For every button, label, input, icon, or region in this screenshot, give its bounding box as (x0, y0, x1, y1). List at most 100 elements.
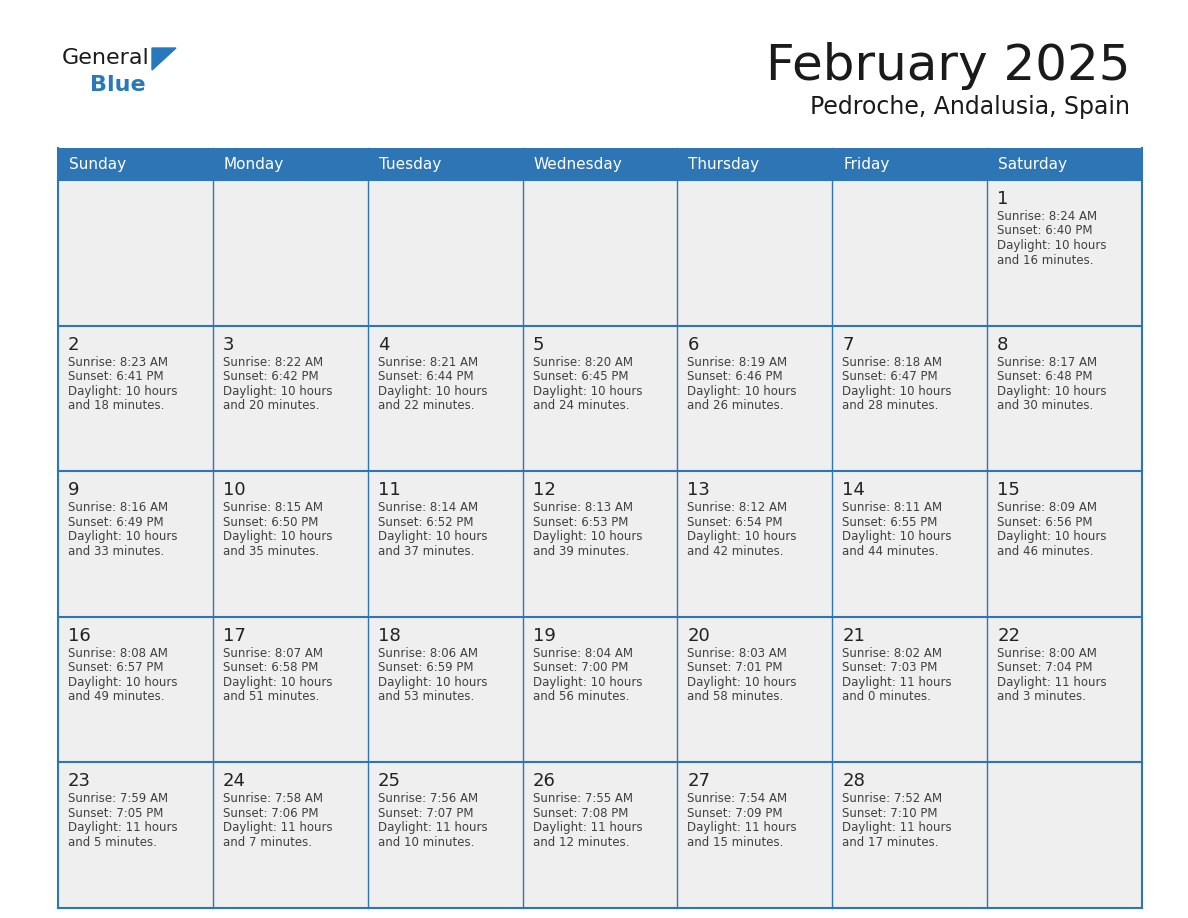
Text: Sunrise: 8:23 AM: Sunrise: 8:23 AM (68, 355, 168, 369)
Text: and 26 minutes.: and 26 minutes. (688, 399, 784, 412)
Text: 1: 1 (997, 190, 1009, 208)
Text: 26: 26 (532, 772, 556, 790)
Text: 14: 14 (842, 481, 865, 499)
Text: Sunset: 6:47 PM: Sunset: 6:47 PM (842, 370, 937, 383)
Text: and 16 minutes.: and 16 minutes. (997, 253, 1094, 266)
Text: 8: 8 (997, 336, 1009, 353)
Text: Sunset: 7:09 PM: Sunset: 7:09 PM (688, 807, 783, 820)
Text: Sunrise: 8:17 AM: Sunrise: 8:17 AM (997, 355, 1098, 369)
Text: Sunrise: 8:12 AM: Sunrise: 8:12 AM (688, 501, 788, 514)
Text: Sunset: 6:49 PM: Sunset: 6:49 PM (68, 516, 164, 529)
Text: and 24 minutes.: and 24 minutes. (532, 399, 630, 412)
Text: and 53 minutes.: and 53 minutes. (378, 690, 474, 703)
Text: Daylight: 11 hours: Daylight: 11 hours (532, 822, 643, 834)
Bar (833, 148, 987, 180)
Text: Sunrise: 7:52 AM: Sunrise: 7:52 AM (842, 792, 942, 805)
Bar (58, 471, 1142, 617)
Bar (213, 148, 368, 180)
Text: Sunrise: 8:03 AM: Sunrise: 8:03 AM (688, 647, 788, 660)
Text: 12: 12 (532, 481, 556, 499)
Polygon shape (152, 48, 176, 70)
Bar (368, 148, 523, 180)
Text: Sunset: 7:10 PM: Sunset: 7:10 PM (842, 807, 937, 820)
Text: and 39 minutes.: and 39 minutes. (532, 544, 628, 558)
Text: Daylight: 10 hours: Daylight: 10 hours (378, 531, 487, 543)
Text: 9: 9 (68, 481, 80, 499)
Text: Sunset: 6:50 PM: Sunset: 6:50 PM (223, 516, 318, 529)
Text: 20: 20 (688, 627, 710, 644)
Text: 23: 23 (68, 772, 91, 790)
Text: Sunrise: 7:56 AM: Sunrise: 7:56 AM (378, 792, 478, 805)
Text: Daylight: 10 hours: Daylight: 10 hours (688, 531, 797, 543)
Text: Daylight: 10 hours: Daylight: 10 hours (688, 676, 797, 688)
Text: 25: 25 (378, 772, 400, 790)
Text: Sunrise: 8:20 AM: Sunrise: 8:20 AM (532, 355, 632, 369)
Text: and 56 minutes.: and 56 minutes. (532, 690, 628, 703)
Text: and 49 minutes.: and 49 minutes. (68, 690, 164, 703)
Text: and 12 minutes.: and 12 minutes. (532, 836, 630, 849)
Bar (58, 763, 1142, 908)
Bar (58, 326, 1142, 471)
Text: Sunrise: 8:11 AM: Sunrise: 8:11 AM (842, 501, 942, 514)
Text: Sunset: 6:58 PM: Sunset: 6:58 PM (223, 661, 318, 675)
Text: Sunset: 6:45 PM: Sunset: 6:45 PM (532, 370, 628, 383)
Text: Sunrise: 7:58 AM: Sunrise: 7:58 AM (223, 792, 323, 805)
Text: Daylight: 10 hours: Daylight: 10 hours (997, 385, 1107, 397)
Text: Wednesday: Wednesday (533, 156, 623, 172)
Text: Sunset: 6:56 PM: Sunset: 6:56 PM (997, 516, 1093, 529)
Text: 22: 22 (997, 627, 1020, 644)
Text: Daylight: 10 hours: Daylight: 10 hours (68, 676, 177, 688)
Text: 19: 19 (532, 627, 556, 644)
Text: 24: 24 (223, 772, 246, 790)
Text: 16: 16 (68, 627, 90, 644)
Text: Sunset: 6:57 PM: Sunset: 6:57 PM (68, 661, 164, 675)
Text: 27: 27 (688, 772, 710, 790)
Text: Sunrise: 8:22 AM: Sunrise: 8:22 AM (223, 355, 323, 369)
Text: Daylight: 10 hours: Daylight: 10 hours (532, 385, 642, 397)
Text: and 17 minutes.: and 17 minutes. (842, 836, 939, 849)
Text: Daylight: 11 hours: Daylight: 11 hours (997, 676, 1107, 688)
Text: Sunrise: 8:18 AM: Sunrise: 8:18 AM (842, 355, 942, 369)
Text: Daylight: 10 hours: Daylight: 10 hours (378, 676, 487, 688)
Text: Daylight: 11 hours: Daylight: 11 hours (842, 676, 952, 688)
Text: Sunrise: 8:16 AM: Sunrise: 8:16 AM (68, 501, 169, 514)
Text: Sunset: 6:54 PM: Sunset: 6:54 PM (688, 516, 783, 529)
Text: and 28 minutes.: and 28 minutes. (842, 399, 939, 412)
Text: and 18 minutes.: and 18 minutes. (68, 399, 164, 412)
Text: Sunset: 7:06 PM: Sunset: 7:06 PM (223, 807, 318, 820)
Text: and 5 minutes.: and 5 minutes. (68, 836, 157, 849)
Text: Daylight: 10 hours: Daylight: 10 hours (223, 676, 333, 688)
Text: Daylight: 10 hours: Daylight: 10 hours (68, 531, 177, 543)
Text: Sunset: 7:00 PM: Sunset: 7:00 PM (532, 661, 628, 675)
Text: 21: 21 (842, 627, 865, 644)
Text: Sunset: 6:59 PM: Sunset: 6:59 PM (378, 661, 473, 675)
Bar (523, 148, 677, 180)
Text: 3: 3 (223, 336, 234, 353)
Text: Daylight: 10 hours: Daylight: 10 hours (223, 385, 333, 397)
Text: Sunset: 6:42 PM: Sunset: 6:42 PM (223, 370, 318, 383)
Text: Sunday: Sunday (69, 156, 126, 172)
Text: 11: 11 (378, 481, 400, 499)
Text: Sunset: 7:05 PM: Sunset: 7:05 PM (68, 807, 164, 820)
Text: Sunset: 6:52 PM: Sunset: 6:52 PM (378, 516, 473, 529)
Text: Sunrise: 8:08 AM: Sunrise: 8:08 AM (68, 647, 168, 660)
Text: Sunrise: 8:21 AM: Sunrise: 8:21 AM (378, 355, 478, 369)
Text: Sunrise: 8:19 AM: Sunrise: 8:19 AM (688, 355, 788, 369)
Text: and 20 minutes.: and 20 minutes. (223, 399, 320, 412)
Text: 10: 10 (223, 481, 246, 499)
Text: Sunset: 7:01 PM: Sunset: 7:01 PM (688, 661, 783, 675)
Text: Blue: Blue (90, 75, 146, 95)
Text: Daylight: 10 hours: Daylight: 10 hours (997, 239, 1107, 252)
Text: Saturday: Saturday (998, 156, 1067, 172)
Text: 4: 4 (378, 336, 390, 353)
Text: Daylight: 11 hours: Daylight: 11 hours (378, 822, 487, 834)
Text: and 3 minutes.: and 3 minutes. (997, 690, 1086, 703)
Bar (58, 617, 1142, 763)
Text: 28: 28 (842, 772, 865, 790)
Text: and 37 minutes.: and 37 minutes. (378, 544, 474, 558)
Text: Daylight: 11 hours: Daylight: 11 hours (223, 822, 333, 834)
Text: and 30 minutes.: and 30 minutes. (997, 399, 1093, 412)
Text: and 33 minutes.: and 33 minutes. (68, 544, 164, 558)
Text: and 0 minutes.: and 0 minutes. (842, 690, 931, 703)
Text: and 44 minutes.: and 44 minutes. (842, 544, 939, 558)
